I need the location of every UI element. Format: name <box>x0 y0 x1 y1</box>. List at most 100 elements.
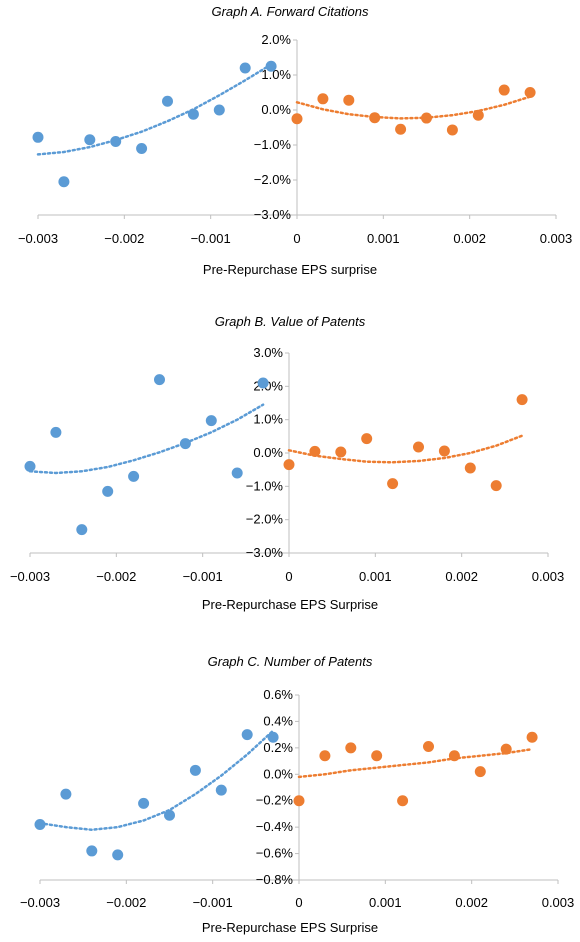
data-point <box>162 95 173 107</box>
data-point <box>526 731 538 743</box>
y-tick-label: −0.2% <box>256 793 294 808</box>
x-tick-label: −0.002 <box>96 569 136 584</box>
data-point <box>474 766 486 778</box>
data-point <box>102 485 114 497</box>
data-point <box>395 123 407 135</box>
data-point <box>448 750 460 762</box>
y-tick-label: 0.0% <box>261 102 291 117</box>
data-point <box>317 93 329 105</box>
data-point <box>319 750 331 762</box>
data-point <box>498 84 510 96</box>
data-point <box>421 112 432 124</box>
data-point <box>164 809 175 821</box>
data-point <box>136 143 148 154</box>
data-point <box>76 524 88 536</box>
y-tick-label: 0.4% <box>263 713 293 728</box>
chart-panel-c: Graph C. Number of Patents 0.6% 0.4% 0.2% 0… <box>0 650 580 942</box>
data-point <box>472 109 484 121</box>
x-tick-label: −0.003 <box>18 231 58 246</box>
data-point <box>446 124 458 136</box>
data-point <box>213 104 225 116</box>
x-tick-label: −0.001 <box>193 895 233 910</box>
x-tick-label: −0.001 <box>191 231 231 246</box>
data-point <box>110 136 122 147</box>
data-point <box>265 60 277 72</box>
x-tick-label: −0.003 <box>10 569 50 584</box>
data-point <box>293 795 305 807</box>
y-tick-label: 3.0% <box>253 345 283 360</box>
x-tick-label: 0.003 <box>540 231 573 246</box>
x-tick-label: 0 <box>295 895 302 910</box>
y-tick-label: −1.0% <box>246 478 284 493</box>
data-point <box>241 729 253 741</box>
scatter-plot-c: 0.6% 0.4% 0.2% 0.0% −0.2% −0.4% −0.6% −0.8% −0.0… <box>20 687 575 910</box>
y-tick-label: 0.2% <box>263 740 293 755</box>
x-tick-label: −0.001 <box>183 569 223 584</box>
data-point <box>413 441 424 453</box>
y-tick-label: −3.0% <box>246 545 284 560</box>
chart-title: Graph B. Value of Patents <box>214 314 366 329</box>
x-tick-label: 0.002 <box>445 569 478 584</box>
data-point <box>239 62 251 74</box>
data-point <box>267 731 279 743</box>
data-point <box>189 764 201 776</box>
trendline <box>28 403 265 475</box>
y-tick-label: 0.6% <box>263 687 293 702</box>
data-point <box>345 742 357 754</box>
data-point <box>490 480 502 492</box>
x-tick-label: −0.002 <box>106 895 146 910</box>
data-point <box>397 795 409 807</box>
data-point <box>423 741 434 753</box>
data-point <box>369 112 381 124</box>
data-point <box>516 394 528 406</box>
trendline <box>36 63 273 156</box>
trendline <box>295 95 532 120</box>
data-point <box>343 94 355 106</box>
data-point <box>291 113 303 125</box>
data-point <box>371 750 383 762</box>
x-tick-label: 0.003 <box>532 569 565 584</box>
data-point <box>387 478 399 490</box>
chart-title: Graph A. Forward Citations <box>211 4 369 19</box>
x-tick-label: 0.001 <box>367 231 400 246</box>
data-point <box>60 788 72 800</box>
data-point <box>128 470 140 482</box>
data-point <box>179 438 191 450</box>
x-axis-label: Pre-Repurchase EPS Surprise <box>201 920 379 935</box>
trendline <box>38 729 275 832</box>
data-point <box>86 845 98 857</box>
trendline <box>297 747 534 779</box>
data-point <box>138 797 150 809</box>
y-tick-label: −0.8% <box>256 872 294 887</box>
x-tick-label: 0.003 <box>542 895 575 910</box>
data-point <box>205 415 217 427</box>
y-tick-label: 1.0% <box>253 412 283 427</box>
data-point <box>361 433 373 445</box>
y-tick-label: −3.0% <box>254 207 292 222</box>
data-point <box>283 459 295 471</box>
chart-panel-a: Graph A. Forward Citations 2.0% 1.0% 0.0% −… <box>0 0 580 285</box>
x-tick-label: 0.001 <box>369 895 402 910</box>
y-tick-label: 0.0% <box>263 766 293 781</box>
y-tick-label: 0.0% <box>253 445 283 460</box>
data-point <box>464 462 476 474</box>
x-tick-label: 0.001 <box>359 569 392 584</box>
y-tick-label: −1.0% <box>254 137 292 152</box>
data-point <box>32 131 44 143</box>
x-axis-label: Pre-Repurchase EPS surprise <box>202 262 378 277</box>
data-point <box>524 87 536 98</box>
chart-title: Graph C. Number of Patents <box>207 654 373 669</box>
scatter-plot-a: 2.0% 1.0% 0.0% −1.0% −2.0% −3.0% −0.003 −0.002 −… <box>18 32 573 246</box>
data-point <box>231 467 243 479</box>
data-point <box>215 784 227 796</box>
chart-panel-b: Graph B. Value of Patents 3.0% 2.0% 1.0% 0.… <box>0 310 580 620</box>
x-axis-label: Pre-Repurchase EPS Surprise <box>201 597 379 612</box>
y-tick-label: −2.0% <box>246 512 284 527</box>
x-tick-label: −0.003 <box>20 895 60 910</box>
data-point <box>309 445 321 457</box>
data-point <box>187 108 199 120</box>
x-tick-label: 0 <box>285 569 292 584</box>
x-tick-label: 0.002 <box>455 895 488 910</box>
data-point <box>335 446 347 458</box>
y-tick-label: −0.4% <box>256 819 294 834</box>
